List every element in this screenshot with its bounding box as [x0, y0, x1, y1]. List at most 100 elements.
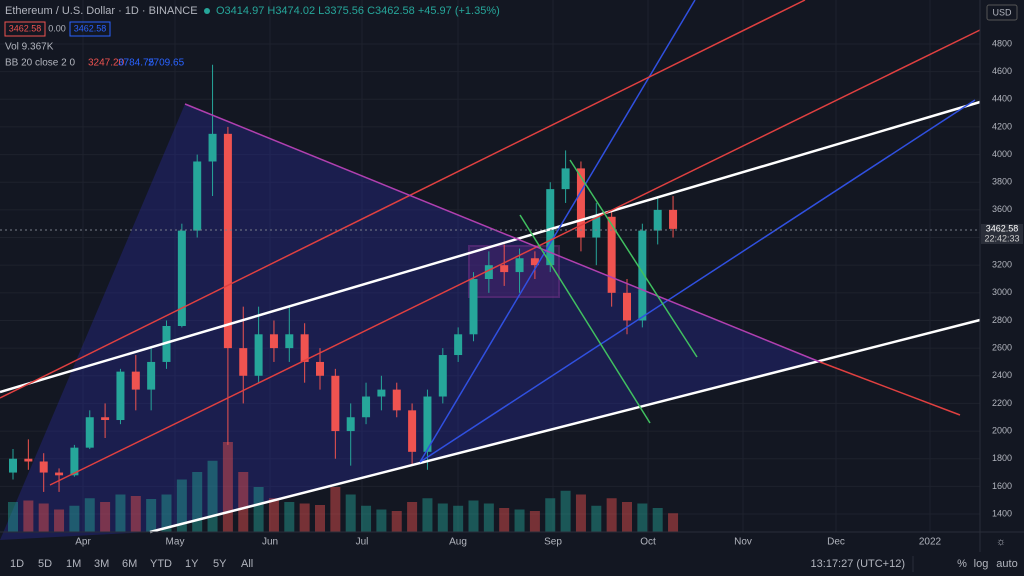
auto-toggle[interactable]: auto — [996, 558, 1017, 570]
volume-bar — [130, 496, 141, 532]
range-button[interactable]: 5D — [38, 558, 52, 570]
candle-body — [239, 348, 248, 376]
trend-line — [0, 0, 806, 399]
trend-line — [519, 214, 651, 424]
candle-body — [55, 472, 64, 476]
y-tick-label: 1600 — [992, 481, 1012, 491]
volume-bar — [69, 505, 80, 532]
percent-toggle[interactable]: % — [957, 558, 967, 570]
volume-bar — [345, 494, 356, 532]
volume-bar — [468, 500, 479, 532]
range-button[interactable]: 6M — [122, 558, 137, 570]
volume-bar — [407, 502, 418, 532]
x-tick-label: Aug — [449, 537, 467, 548]
candle-body — [316, 361, 324, 376]
trend-line — [184, 103, 821, 363]
y-tick-label: 4600 — [992, 66, 1012, 76]
candle-body — [300, 334, 309, 362]
ohlc: O3414.97 H3474.02 L3375.56 C3462.58 +45.… — [216, 5, 500, 17]
candle-body — [438, 355, 447, 397]
candle-body — [193, 161, 202, 231]
candle-body — [423, 396, 432, 452]
settings-icon[interactable]: ☼ — [996, 536, 1006, 548]
candle-body — [592, 216, 601, 238]
x-tick-label: Jul — [356, 537, 369, 548]
rectangle-drawing — [468, 245, 560, 298]
y-tick-label: 1400 — [992, 508, 1012, 518]
status-dot — [204, 8, 210, 14]
y-tick-label: 4000 — [992, 149, 1012, 159]
candle-body — [208, 133, 217, 162]
x-tick-label: May — [166, 537, 185, 548]
x-tick-label: Jun — [262, 537, 278, 548]
candle-body — [546, 189, 555, 266]
volume — [8, 442, 679, 532]
drawings — [0, 0, 981, 534]
volume-bar — [529, 511, 540, 532]
candle-body — [669, 209, 678, 229]
candle-body — [623, 292, 631, 321]
x-tick-label: Dec — [827, 537, 845, 548]
candle-body — [392, 389, 401, 411]
candle-body — [576, 168, 585, 238]
trend-line — [0, 100, 981, 394]
range-button[interactable]: 1M — [66, 558, 81, 570]
x-tick-label: Sep — [544, 537, 562, 548]
candle-body — [500, 265, 509, 273]
sell-price[interactable]: 3462.58 — [9, 23, 42, 33]
volume-bar — [268, 498, 279, 532]
currency-box[interactable] — [986, 4, 1018, 21]
volume-bar — [422, 498, 433, 532]
volume-bar — [192, 472, 203, 532]
range-button[interactable]: 3M — [94, 558, 109, 570]
volume-bar — [315, 505, 325, 532]
toolbar: 1D 5D 1M 3M 6M YTD 1Y 5Y All — [10, 558, 253, 570]
sell-button[interactable] — [4, 21, 46, 37]
bb-basis: 3247.20 — [88, 58, 125, 69]
volume-bar — [84, 498, 95, 532]
candle-body — [254, 334, 263, 376]
range-button[interactable]: YTD — [150, 558, 172, 570]
x-tick-label: Oct — [640, 537, 656, 548]
volume-bar — [176, 479, 187, 532]
y-tick-label: 4800 — [992, 38, 1012, 48]
volume-bar — [376, 509, 387, 532]
volume-bar — [54, 509, 65, 532]
y-tick-label: 2800 — [992, 315, 1012, 325]
candle-body — [331, 375, 340, 432]
currency[interactable]: USD — [992, 7, 1012, 17]
volume-bar — [330, 487, 341, 532]
buy-price[interactable]: 3462.58 — [74, 23, 107, 33]
volume-bar — [115, 494, 126, 532]
range-button[interactable]: 1D — [10, 558, 24, 570]
range-button[interactable]: 5Y — [213, 558, 227, 570]
volume-bar — [161, 494, 172, 532]
volume-bar — [606, 498, 617, 532]
log-toggle[interactable]: log — [974, 558, 989, 570]
candle-body — [469, 278, 478, 335]
buy-button[interactable] — [69, 21, 111, 37]
y-tick-label: 1800 — [992, 453, 1012, 463]
volume-bar — [560, 490, 571, 532]
range-button[interactable]: All — [241, 558, 253, 570]
price-axis — [980, 0, 1024, 552]
triangle-drawing — [0, 104, 820, 540]
volume-bar — [8, 502, 18, 532]
volume-bar — [483, 503, 494, 532]
trend-line — [149, 318, 981, 534]
candle-body — [223, 133, 232, 349]
volume-bar — [668, 513, 679, 532]
range-button[interactable]: 1Y — [185, 558, 199, 570]
clock: 13:17:27 (UTC+12) — [811, 558, 905, 570]
candle-body — [9, 458, 17, 473]
volume-bar — [499, 508, 510, 532]
y-tick-label: 3200 — [992, 260, 1012, 270]
candle-body — [85, 417, 94, 448]
candle-body — [362, 396, 371, 418]
trend-line — [819, 361, 961, 416]
bb-lower: 2709.65 — [148, 58, 185, 69]
candle-body — [177, 230, 186, 327]
last-price: 3462.58 — [986, 223, 1019, 233]
trend-line — [569, 159, 698, 358]
